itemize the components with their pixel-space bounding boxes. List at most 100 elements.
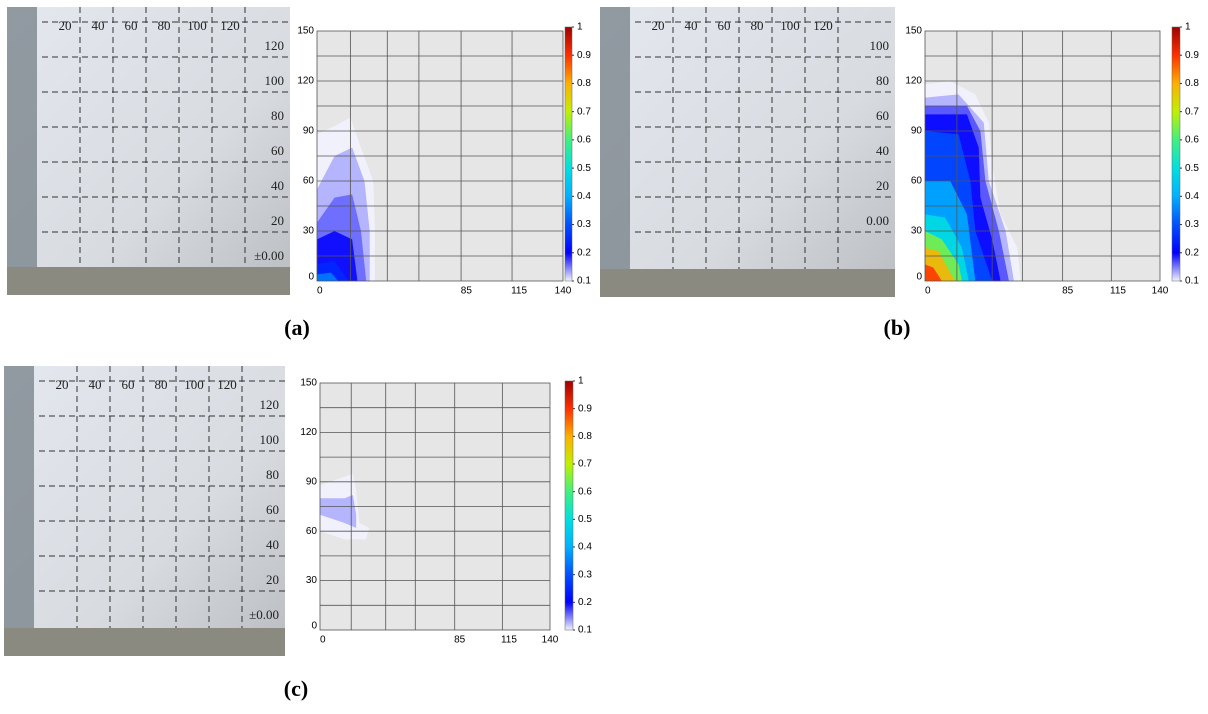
wall-label: 100	[780, 18, 800, 33]
photo-ground	[600, 269, 895, 297]
colorbar-label: 1	[578, 376, 584, 387]
y-tick-label: 0	[308, 272, 314, 283]
wall-label: 60	[125, 18, 138, 33]
colorbar-label: 0.4	[577, 191, 591, 202]
panel-caption: (a)	[284, 315, 310, 340]
colorbar-label: 0.1	[577, 276, 591, 287]
x-tick-label: 0	[317, 286, 323, 297]
colorbar-label: 0.8	[578, 431, 592, 442]
wall-label: 40	[271, 178, 284, 193]
plot-frame	[924, 30, 1161, 282]
photo	[600, 7, 895, 297]
colorbar-label: 0.7	[578, 459, 592, 470]
y-tick-label: 30	[306, 575, 318, 586]
contour	[317, 272, 339, 281]
y-tick-label: 0	[311, 621, 317, 632]
wall-label: 40	[685, 18, 698, 33]
plot-frame	[316, 30, 564, 282]
colorbar	[564, 380, 574, 631]
photo-edge	[4, 366, 34, 656]
wall-label: 100	[265, 73, 285, 88]
colorbar-label: 0.1	[1185, 276, 1199, 287]
y-tick-label: 120	[905, 76, 922, 87]
wall-label: 120	[217, 377, 237, 392]
y-tick-label: 60	[306, 526, 318, 537]
x-tick-label: 0	[925, 286, 931, 297]
photo-edge	[600, 7, 630, 297]
colorbar-label: 0.9	[578, 403, 592, 414]
wall-label: 100	[260, 432, 280, 447]
y-tick-label: 30	[911, 226, 923, 237]
wall-label: 20	[876, 178, 889, 193]
colorbar-label: 0.8	[577, 78, 591, 89]
x-tick-label: 140	[542, 635, 559, 646]
wall-label: 120	[260, 397, 280, 412]
wall-label: 80	[751, 18, 764, 33]
y-tick-label: 60	[303, 176, 315, 187]
colorbar-label: 0.6	[577, 135, 591, 146]
y-tick-label: 150	[297, 26, 314, 37]
colorbar-label: 0.2	[577, 247, 591, 258]
wall-label: ±0.00	[249, 607, 279, 622]
wall-label: 80	[158, 18, 171, 33]
y-tick-label: 150	[905, 26, 922, 37]
x-tick-label: 115	[1110, 286, 1126, 297]
panel: 20 40 60 80 100 120 120 100 80 60 40 20 ±0.00 0 30 60 90…	[4, 366, 592, 701]
photo-ground	[7, 267, 290, 295]
colorbar-label: 0.5	[577, 163, 591, 174]
wall-label: 40	[89, 377, 102, 392]
wall-label: 60	[122, 377, 135, 392]
colorbar-label: 0.2	[578, 597, 592, 608]
x-tick-label: 115	[511, 286, 527, 297]
colorbar-label: 0.3	[1185, 219, 1199, 230]
y-tick-label: 0	[916, 272, 922, 283]
wall-label: 40	[92, 18, 105, 33]
x-tick-label: 0	[320, 635, 326, 646]
y-tick-label: 120	[300, 427, 317, 438]
panel-caption: (c)	[284, 676, 308, 701]
panel-caption: (b)	[884, 315, 911, 340]
y-tick-label: 60	[911, 176, 923, 187]
colorbar-label: 0.9	[577, 50, 591, 61]
wall-label: 80	[271, 108, 284, 123]
colorbar	[1171, 26, 1181, 282]
y-tick-label: 90	[303, 126, 315, 137]
y-tick-label: 150	[300, 378, 317, 389]
wall-label: 60	[718, 18, 731, 33]
x-tick-label: 140	[555, 286, 572, 297]
x-tick-label: 85	[454, 635, 466, 646]
colorbar-label: 0.3	[577, 219, 591, 230]
colorbar-label: 0.4	[1185, 191, 1199, 202]
wall-label: 80	[155, 377, 168, 392]
wall-label: 40	[876, 143, 889, 158]
wall-label: 100	[184, 377, 204, 392]
colorbar-label: 0.1	[578, 625, 592, 636]
panel: 20 40 60 80 100 120 100 80 60 40 20 0.00 0 30 60 90 120 1…	[600, 7, 1199, 340]
y-tick-label: 30	[303, 226, 315, 237]
wall-label: 60	[271, 143, 284, 158]
wall-label: 80	[876, 73, 889, 88]
colorbar-label: 0.7	[577, 106, 591, 117]
panel: 20 40 60 80 100 120 120 100 80 60 40 20 ±0.00 0 30 60 90…	[7, 7, 591, 340]
colorbar-label: 0.9	[1185, 50, 1199, 61]
colorbar-label: 0.8	[1185, 78, 1199, 89]
wall-label: 60	[266, 502, 279, 517]
contour	[925, 264, 942, 281]
wall-label: 20	[652, 18, 665, 33]
wall-label: 80	[266, 467, 279, 482]
photo-edge	[7, 7, 37, 295]
colorbar	[564, 26, 573, 282]
y-tick-label: 90	[306, 476, 318, 487]
wall-label: 20	[59, 18, 72, 33]
photo-ground	[4, 628, 285, 656]
photo	[7, 7, 290, 295]
wall-label: 120	[813, 18, 833, 33]
wall-label: 20	[271, 213, 284, 228]
wall-label: 120	[265, 38, 285, 53]
colorbar-label: 0.3	[578, 569, 592, 580]
wall-label: 120	[220, 18, 240, 33]
x-tick-label: 85	[461, 286, 473, 297]
plot-frame	[319, 382, 551, 631]
colorbar-label: 0.2	[1185, 247, 1199, 258]
wall-label: 100	[187, 18, 207, 33]
